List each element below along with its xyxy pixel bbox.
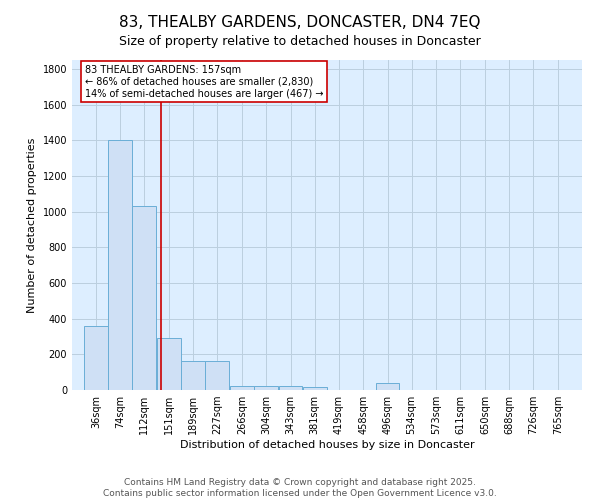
Bar <box>84 326 108 390</box>
X-axis label: Distribution of detached houses by size in Doncaster: Distribution of detached houses by size … <box>179 440 475 450</box>
Y-axis label: Number of detached properties: Number of detached properties <box>27 138 37 312</box>
Bar <box>108 140 132 390</box>
Text: 83, THEALBY GARDENS, DONCASTER, DN4 7EQ: 83, THEALBY GARDENS, DONCASTER, DN4 7EQ <box>119 15 481 30</box>
Text: 83 THEALBY GARDENS: 157sqm
← 86% of detached houses are smaller (2,830)
14% of s: 83 THEALBY GARDENS: 157sqm ← 86% of deta… <box>85 66 323 98</box>
Bar <box>278 386 302 390</box>
Bar <box>376 383 400 390</box>
Bar <box>157 338 181 390</box>
Bar <box>303 388 326 390</box>
Bar <box>230 386 254 390</box>
Bar <box>205 362 229 390</box>
Bar <box>254 386 278 390</box>
Text: Size of property relative to detached houses in Doncaster: Size of property relative to detached ho… <box>119 35 481 48</box>
Text: Contains HM Land Registry data © Crown copyright and database right 2025.
Contai: Contains HM Land Registry data © Crown c… <box>103 478 497 498</box>
Bar <box>133 206 156 390</box>
Bar <box>181 362 205 390</box>
